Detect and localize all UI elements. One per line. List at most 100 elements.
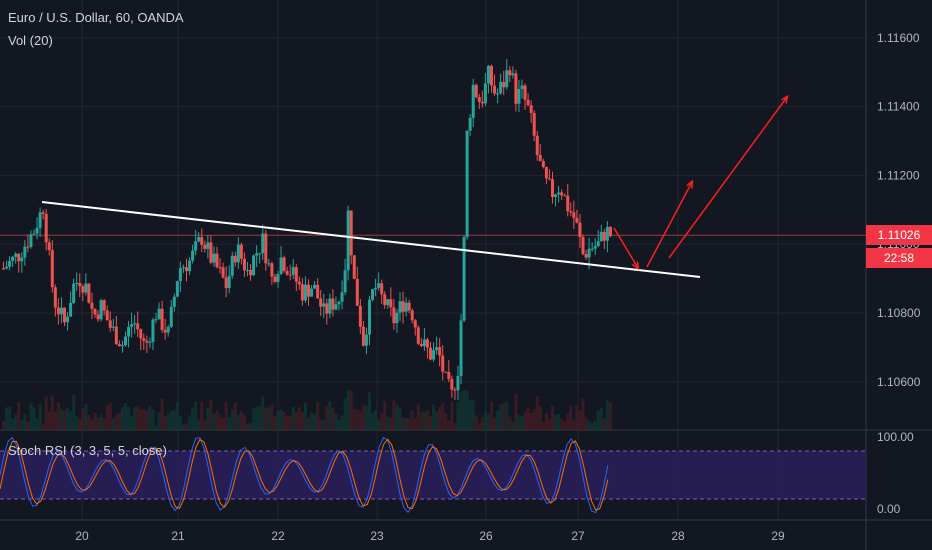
- candle-body: [114, 326, 118, 345]
- candle-body: [63, 307, 66, 323]
- volume-bar: [343, 398, 347, 430]
- stoch-rsi-panel: [0, 436, 866, 514]
- trendline-layer[interactable]: [41, 201, 701, 278]
- volume-bar: [188, 415, 192, 430]
- candlestick-series: [2, 59, 612, 400]
- candle-body: [239, 244, 243, 259]
- volume-bar: [72, 395, 76, 430]
- up-arrow-short: [646, 182, 692, 268]
- candle-body: [215, 253, 219, 268]
- candle-body: [72, 283, 76, 303]
- volume-bar: [212, 414, 216, 430]
- volume-bar: [587, 420, 591, 430]
- volume-bar: [108, 403, 112, 430]
- volume-bar: [441, 402, 445, 430]
- candle-body: [578, 222, 582, 238]
- candle-body: [346, 210, 350, 271]
- candle-body: [32, 233, 36, 235]
- candle-body: [535, 135, 539, 156]
- volume-bar: [258, 406, 262, 430]
- volume-bar: [145, 410, 149, 430]
- volume-bar: [246, 424, 249, 430]
- volume-bar: [569, 405, 573, 430]
- candle-body: [374, 287, 378, 290]
- candle-body: [429, 347, 432, 360]
- candle-body: [203, 244, 207, 249]
- candle-body: [502, 81, 506, 88]
- candle-body: [590, 248, 594, 250]
- volume-bar: [163, 416, 167, 430]
- volume-label: Vol (20): [8, 33, 53, 48]
- volume-bar: [166, 414, 170, 430]
- candle-body: [337, 301, 341, 305]
- candle-body: [425, 339, 429, 348]
- volume-bar: [371, 413, 375, 430]
- volume-bar: [352, 408, 356, 430]
- candle-body: [181, 267, 185, 269]
- volume-bars: [2, 390, 612, 430]
- candle-body: [416, 327, 420, 344]
- candle-body: [572, 212, 576, 218]
- candle-body: [75, 282, 79, 284]
- candle-body: [56, 307, 60, 315]
- stoch-k-line: [0, 436, 609, 514]
- volume-bar: [563, 421, 567, 430]
- candle-body: [242, 258, 246, 271]
- candle-body: [413, 320, 417, 328]
- volume-bar: [544, 413, 548, 430]
- volume-bar: [252, 408, 256, 430]
- volume-bar: [468, 400, 472, 430]
- volume-bar: [233, 402, 237, 430]
- candle-body: [471, 84, 475, 118]
- volume-bar: [130, 416, 134, 430]
- candle-body: [206, 242, 210, 249]
- candle-body: [316, 284, 320, 299]
- candle-body: [282, 257, 286, 271]
- candle-body: [108, 320, 112, 328]
- volume-bar: [566, 413, 570, 430]
- volume-bar: [346, 390, 350, 430]
- forecast-arrows[interactable]: [613, 97, 787, 268]
- volume-bar: [59, 409, 63, 430]
- volume-bar: [78, 418, 82, 430]
- volume-bar: [160, 398, 164, 430]
- candle-body: [78, 282, 82, 287]
- volume-bar: [349, 390, 353, 430]
- candle-body: [328, 298, 332, 314]
- candle-body: [581, 237, 585, 255]
- volume-bar: [593, 420, 597, 430]
- candle-body: [456, 375, 460, 391]
- volume-bar: [96, 417, 100, 430]
- volume-bar: [514, 394, 518, 430]
- candle-body: [270, 263, 274, 277]
- volume-bar: [255, 407, 259, 430]
- stoch-tick-label: 100.00: [877, 430, 914, 444]
- candle-body: [334, 304, 338, 310]
- volume-bar: [111, 418, 115, 430]
- down-arrow: [613, 227, 638, 268]
- volume-bar: [493, 417, 497, 430]
- candle-body: [404, 302, 408, 312]
- candle-body: [169, 306, 173, 327]
- candle-body: [120, 345, 124, 347]
- candle-body: [261, 233, 265, 254]
- volume-bar: [453, 423, 457, 430]
- candle-body: [90, 302, 94, 309]
- volume-bar: [486, 414, 490, 430]
- candle-body: [599, 231, 603, 242]
- volume-bar: [236, 414, 240, 430]
- volume-bar: [8, 407, 12, 430]
- volume-bar: [17, 402, 21, 430]
- volume-bar: [538, 405, 542, 430]
- volume-bar: [529, 413, 533, 430]
- candle-body: [355, 278, 359, 306]
- volume-bar: [139, 409, 143, 430]
- volume-bar: [340, 415, 344, 430]
- volume-bar: [206, 408, 210, 430]
- volume-bar: [444, 413, 448, 430]
- candle-body: [483, 83, 487, 104]
- volume-bar: [450, 401, 454, 430]
- volume-bar: [5, 407, 9, 430]
- volume-bar: [331, 407, 335, 430]
